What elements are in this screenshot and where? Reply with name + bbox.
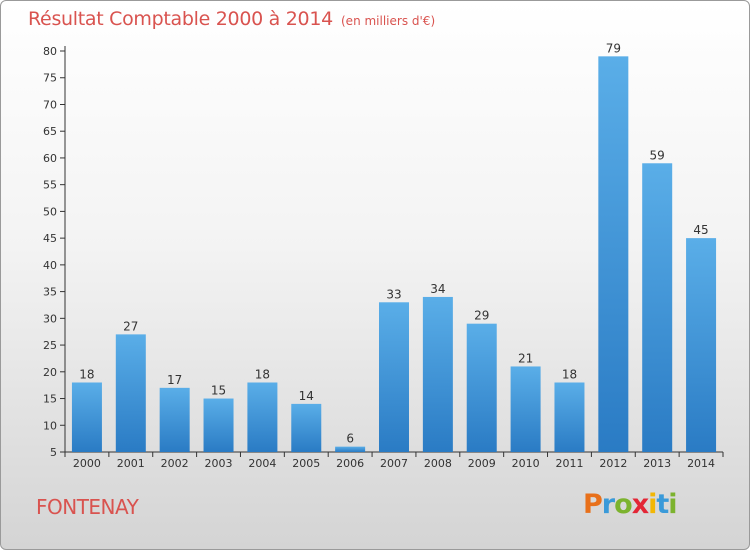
logo-letter: t [656,489,669,520]
bar-2004 [247,382,278,452]
bar-2000 [71,382,102,452]
y-tick-label: 25 [43,339,57,352]
y-tick-label: 15 [43,393,57,406]
data-label-2010: 21 [518,351,533,365]
data-label-2011: 18 [562,367,577,381]
x-tick-label: 2000 [73,457,101,470]
y-tick-label: 40 [43,259,57,272]
y-tick-label: 20 [43,366,57,379]
x-tick-label: 2011 [555,457,583,470]
data-label-2012: 79 [606,41,621,55]
y-tick-label: 55 [43,179,57,192]
chart-title: Résultat Comptable 2000 à 2014 [28,8,333,30]
y-tick-label: 10 [43,419,57,432]
chart-subtitle: (en milliers d'€) [341,14,436,28]
y-tick-label: 65 [43,125,57,138]
bar-2012 [598,56,629,452]
y-axis: 5 10 15 20 25 30 35 40 45 50 55 60 65 70 75 80 [43,45,66,459]
x-tick-label: 2005 [292,457,320,470]
data-label-2001: 27 [123,319,138,333]
y-tick-label: 50 [43,205,57,218]
data-label-2005: 14 [299,389,314,403]
x-tick-label: 2012 [599,457,627,470]
x-tick-label: 2010 [512,457,540,470]
data-label-2014: 45 [693,223,708,237]
data-label-2009: 29 [474,309,489,323]
y-tick-label: 30 [43,312,57,325]
bar-2008 [422,296,453,452]
bar-2014 [686,238,717,452]
logo-letter: i [668,489,677,520]
bar-2001 [115,334,146,452]
x-axis: 2000 2001 2002 2003 2004 2005 2006 2007 2008 2009… [64,451,724,470]
x-tick-label: 2001 [117,457,145,470]
y-tick-label: 80 [43,45,57,58]
y-tick-label: 60 [43,152,57,165]
logo-letter: o [614,489,633,520]
y-tick-label: 75 [43,72,57,85]
bar-2005 [291,403,322,452]
proxiti-logo: Proxiti [583,489,678,520]
y-tick-label: 35 [43,286,57,299]
data-label-2007: 33 [386,287,401,301]
x-tick-label: 2003 [205,457,233,470]
bars [71,56,717,452]
data-label-2000: 18 [79,367,94,381]
data-label-2004: 18 [255,367,270,381]
x-tick-label: 2014 [687,457,715,470]
y-tick-label: 5 [50,446,57,459]
logo-letter: P [583,489,603,520]
bar-2013 [642,163,673,452]
bar-2007 [379,302,409,452]
data-label-2013: 59 [650,148,665,162]
y-tick-label: 45 [43,232,57,245]
x-tick-label: 2006 [336,457,364,470]
data-label-2002: 17 [167,373,182,387]
x-tick-label: 2013 [643,457,671,470]
bar-2011 [554,382,585,452]
data-label-2003: 15 [211,384,226,398]
data-label-2008: 34 [430,282,445,296]
data-labels: 18 27 17 15 18 14 6 33 34 29 21 18 79 59 45 [79,41,708,445]
logo-letter: i [648,489,657,520]
bar-2010 [510,366,541,452]
y-tick-label: 70 [43,98,57,111]
x-tick-label: 2008 [424,457,452,470]
x-tick-label: 2002 [161,457,189,470]
x-tick-label: 2007 [380,457,408,470]
bar-2006 [335,446,366,452]
place-name: FONTENAY [36,495,139,519]
data-label-2006: 6 [346,432,354,446]
bar-2009 [466,323,497,452]
logo-letter: r [601,489,615,520]
bar-2002 [159,387,190,452]
bar-2003 [203,398,234,452]
logo-letter: x [631,489,649,520]
x-tick-label: 2004 [248,457,276,470]
x-tick-label: 2009 [468,457,496,470]
